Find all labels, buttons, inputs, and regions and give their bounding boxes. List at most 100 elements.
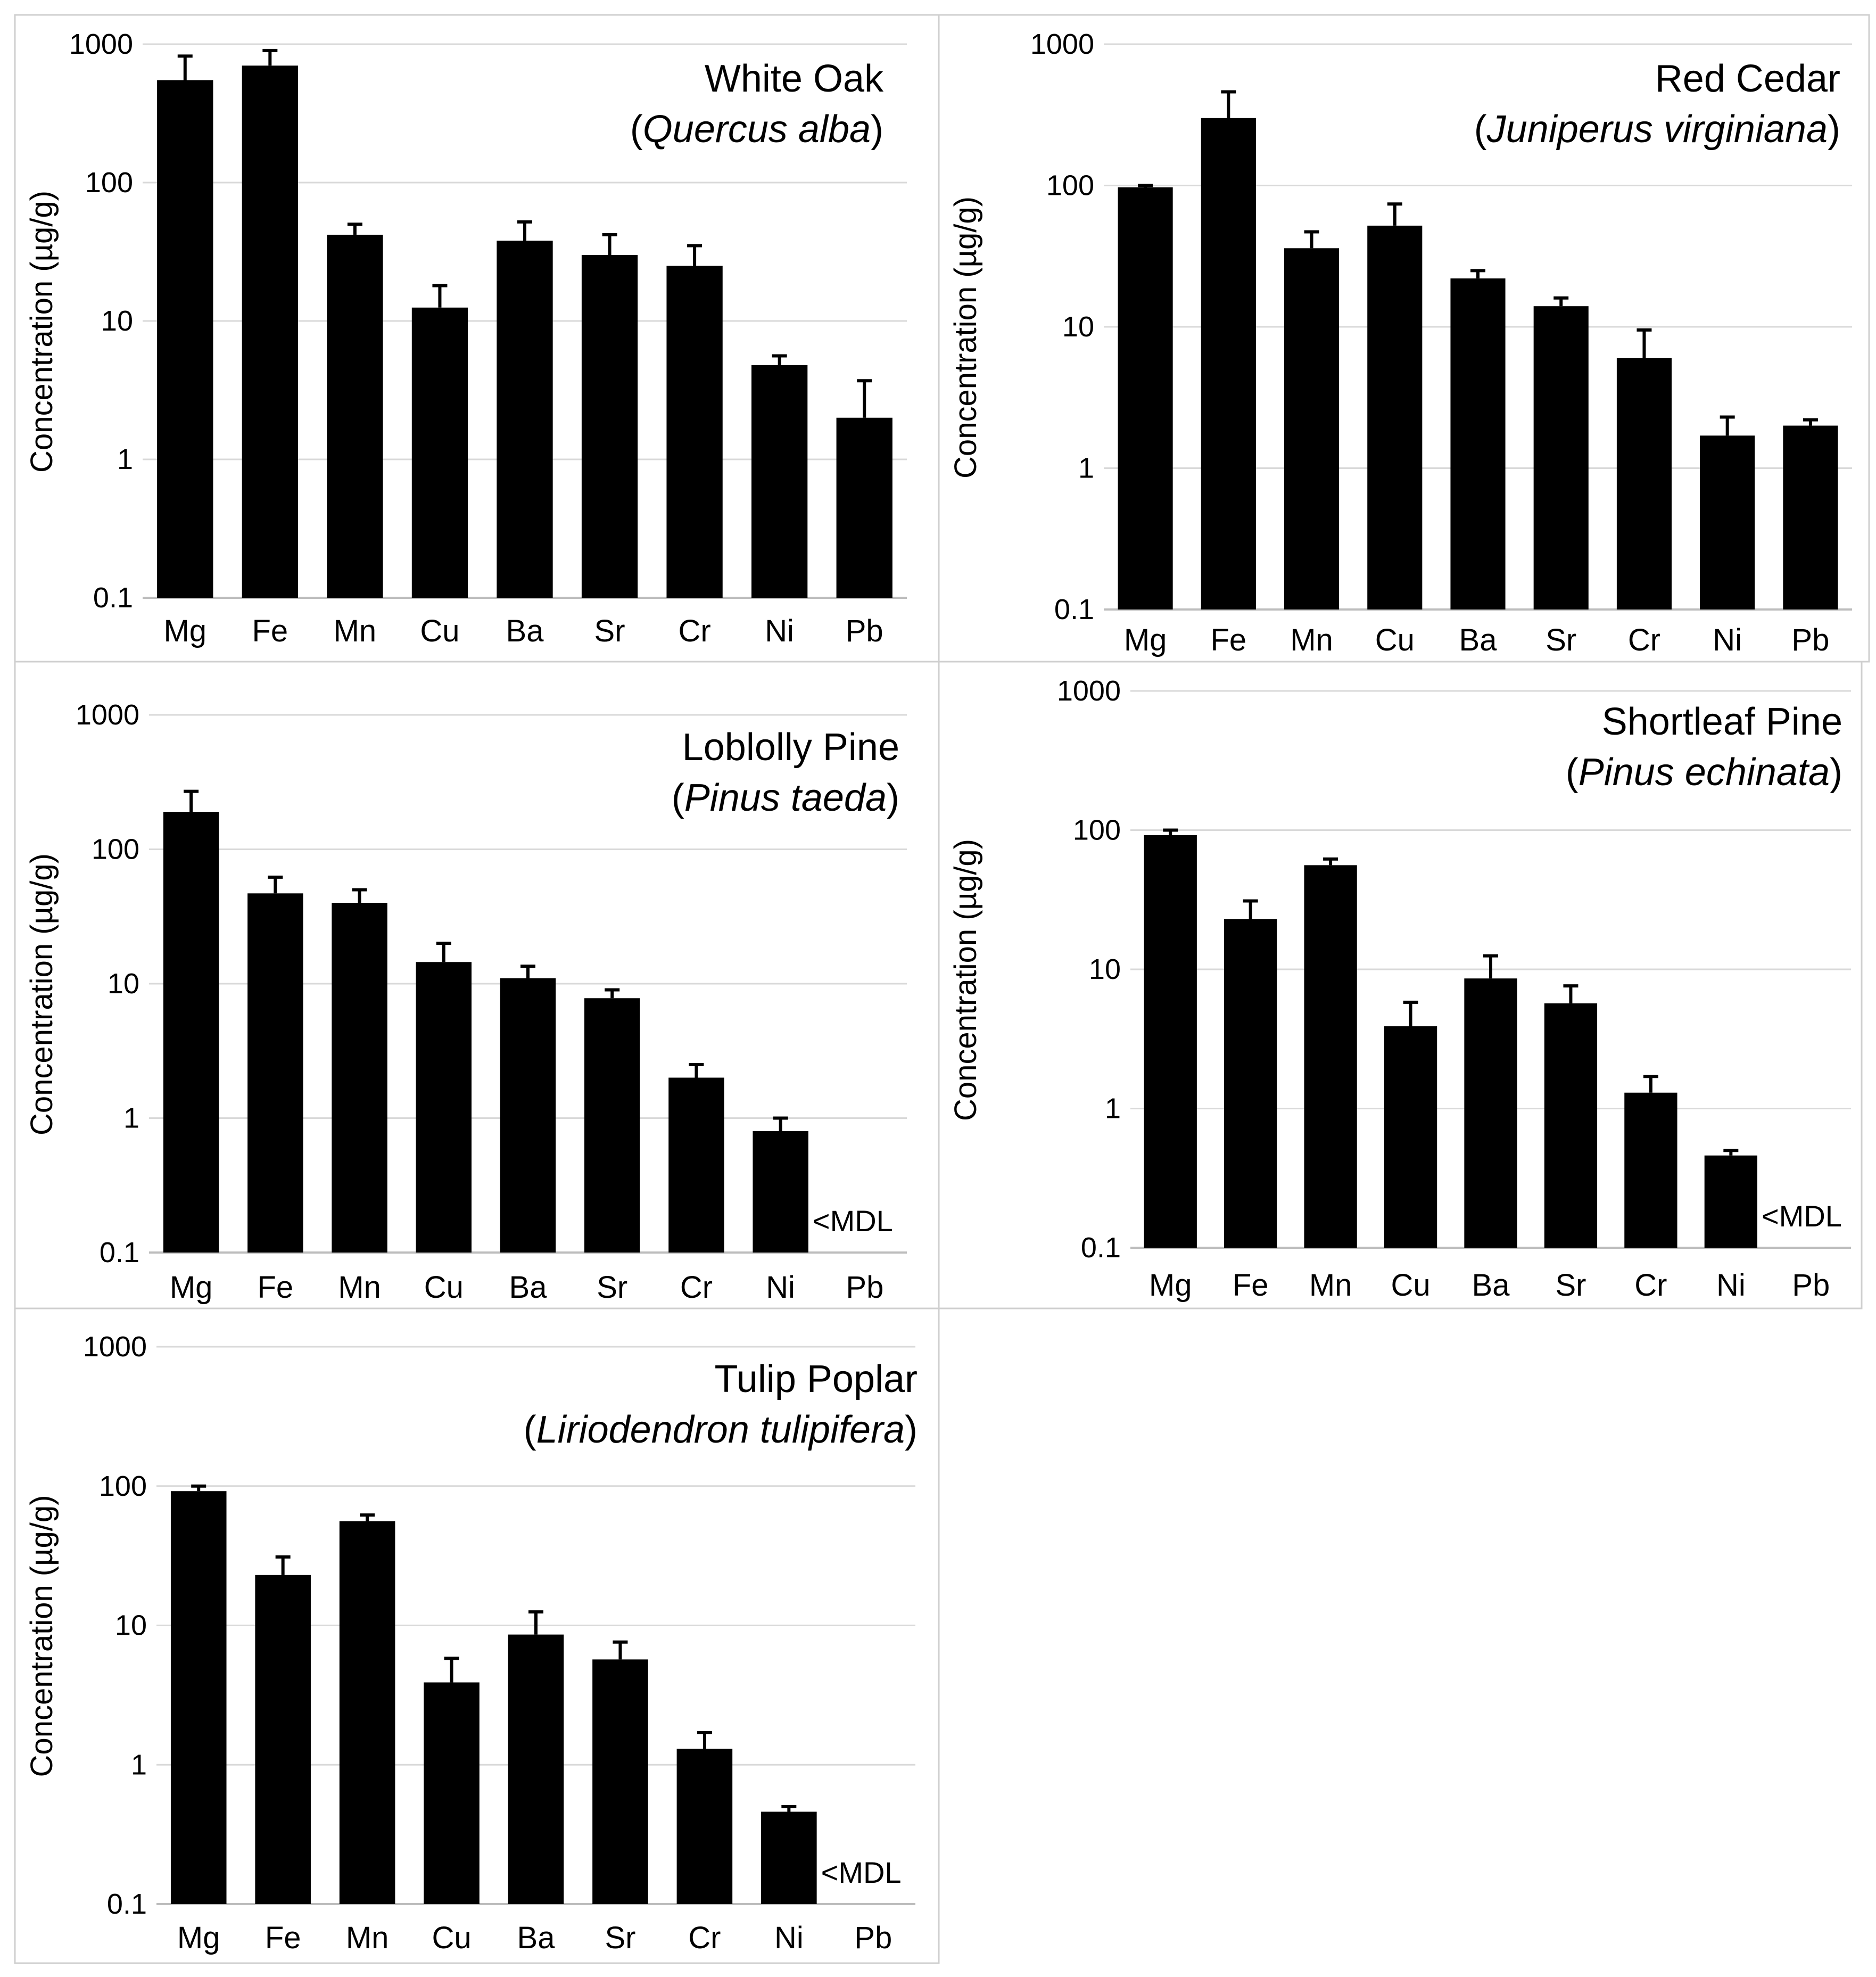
bar-cr [1624,1092,1677,1248]
y-axis-title: Concentration (µg/g) [948,196,983,479]
y-tick-label: 1 [117,443,133,475]
x-tick-label-cu: Cu [424,1270,464,1305]
paren-close: ) [871,108,883,151]
y-tick-label: 0.1 [93,582,133,614]
bar-cr [668,1077,724,1253]
bar-mn [327,234,383,598]
bar-mg [1144,835,1197,1248]
paren-open: ( [1566,751,1579,794]
chart-title-scientific: (Pinus taeda) [672,777,899,819]
y-tick-label: 1 [123,1102,139,1134]
x-tick-label-fe: Fe [257,1270,293,1305]
chart-title-common: Shortleaf Pine [1602,701,1842,743]
y-tick-label: 1000 [76,699,139,731]
chart-panel-4: 1000 100 10 1 0.1 Concentration (µg/g) Mg Fe Mn C… [938,661,1863,1309]
x-tick-label-cu: Cu [432,1921,471,1955]
chart-panel-5: 1000 100 10 1 0.1 Concentration (µg/g) Mg Fe Mn C… [14,1307,940,1964]
paren-open: ( [524,1408,536,1451]
y-axis-title: Concentration (µg/g) [948,839,983,1121]
y-tick-label: 10 [108,968,139,1000]
x-tick-label-ni: Ni [1713,623,1742,657]
chart-panel-1: 1000 100 10 1 0.1 Concentration (µg/g) Mg Fe Mn C… [14,14,940,663]
y-axis-title: Concentration (µg/g) [24,1495,59,1777]
x-tick-label-sr: Sr [605,1921,635,1955]
x-tick-label-pb: Pb [1792,1268,1830,1303]
x-tick-label-cu: Cu [420,614,459,648]
x-tick-label-ba: Ba [506,614,544,648]
x-tick-label-pb: Pb [854,1921,892,1955]
bar-mg [1118,187,1173,610]
bar-ni [751,365,808,598]
chart-panel-3: 1000 100 10 1 0.1 Concentration (µg/g) Mg Fe Mn C… [14,661,940,1309]
x-tick-label-mn: Mn [1309,1268,1352,1303]
x-tick-label-mg: Mg [170,1270,213,1305]
bar-ni [1700,435,1755,609]
bar-mn [1304,865,1357,1248]
x-tick-label-mg: Mg [1149,1268,1192,1303]
chart-title-scientific: (Pinus echinata) [1566,751,1842,794]
bar-sr [581,254,638,598]
scientific-name: Quercus alba [643,108,871,151]
x-tick-label-cr: Cr [679,614,711,648]
y-tick-label: 100 [1046,170,1094,202]
paren-open: ( [1474,108,1487,151]
x-tick-label-mn: Mn [346,1921,389,1955]
bar-pb [1783,425,1838,609]
y-tick-label: 100 [92,834,139,866]
y-axis-title: Concentration (µg/g) [24,853,59,1135]
paren-close: ) [905,1408,918,1451]
bar-ba [497,241,553,598]
chart-title-scientific: (Quercus alba) [630,108,883,151]
bar-ba [508,1634,564,1904]
bar-ni [761,1811,817,1904]
bar-fe [255,1575,311,1904]
panel-border [938,661,1863,1309]
bar-mg [157,80,213,598]
bar-ba [1450,278,1506,609]
x-tick-label-fe: Fe [265,1921,301,1955]
bar-ba [1464,978,1517,1248]
bar-fe [1201,118,1256,609]
scientific-name: Juniperus virginiana [1486,108,1828,151]
x-tick-label-sr: Sr [1546,623,1576,657]
x-tick-label-sr: Sr [597,1270,627,1305]
paren-close: ) [887,777,899,819]
x-tick-label-mn: Mn [1290,623,1333,657]
bar-cu [424,1682,480,1904]
bar-fe [242,65,298,598]
y-tick-label: 100 [1073,814,1121,846]
y-tick-label: 1 [1078,452,1094,484]
x-tick-label-fe: Fe [1210,623,1246,657]
y-axis-title: Concentration (µg/g) [24,191,59,473]
chart-panel-2: 1000 100 10 1 0.1 Concentration (µg/g) Mg Fe Mn C… [938,14,1870,663]
chart-title-common: Tulip Poplar [714,1358,918,1401]
bar-ni [753,1131,808,1253]
x-tick-label-cr: Cr [680,1270,713,1305]
bar-cr [666,266,723,598]
y-tick-label: 10 [1062,311,1094,343]
x-tick-label-fe: Fe [252,614,288,648]
x-tick-label-mg: Mg [163,614,206,648]
x-tick-label-mg: Mg [177,1921,220,1955]
paren-open: ( [630,108,643,151]
bar-cu [411,307,468,598]
y-tick-label: 100 [99,1470,147,1502]
x-tick-label-mn: Mn [334,614,377,648]
mdl-annotation: <MDL [821,1856,902,1889]
bar-sr [592,1659,648,1904]
x-tick-label-fe: Fe [1233,1268,1269,1303]
paren-open: ( [672,777,684,819]
y-tick-label: 10 [1089,953,1121,985]
chart-title-common: Loblolly Pine [682,726,899,769]
paren-close: ) [1828,108,1840,151]
bar-cr [1616,358,1672,609]
y-tick-label: 0.1 [100,1237,139,1268]
x-tick-label-sr: Sr [594,614,625,648]
x-tick-label-mg: Mg [1124,623,1167,657]
bar-mn [332,902,387,1253]
x-tick-label-cu: Cu [1391,1268,1430,1303]
paren-close: ) [1830,751,1842,794]
x-tick-label-ba: Ba [1459,623,1498,657]
y-tick-label: 1000 [1057,675,1121,707]
